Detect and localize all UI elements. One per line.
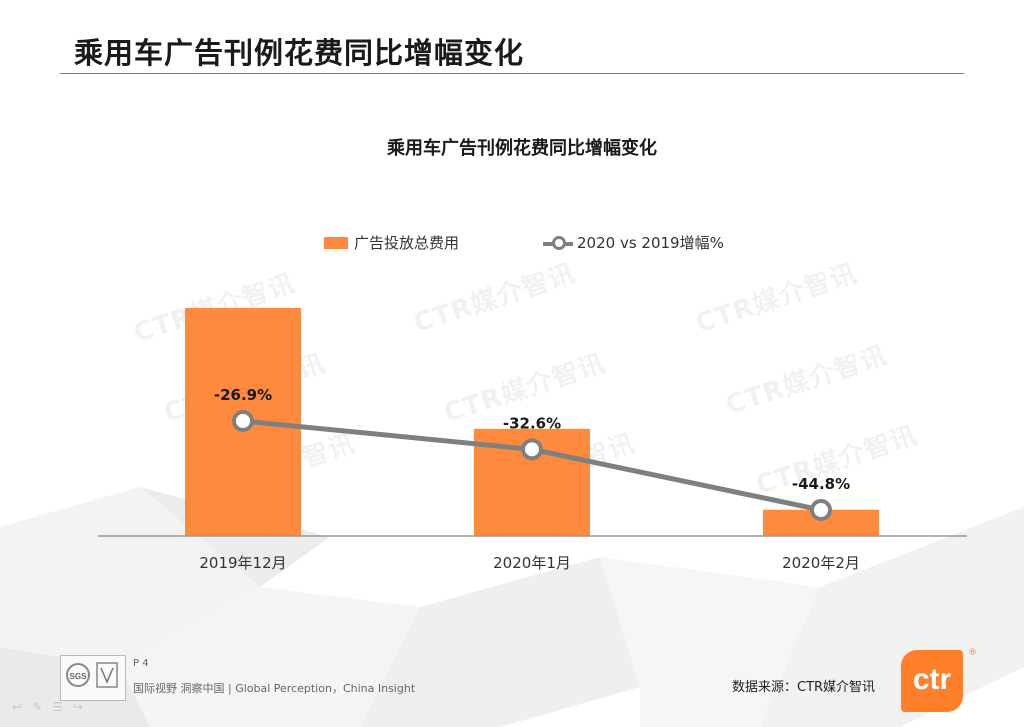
- legend-bar-swatch: [324, 236, 348, 249]
- title-divider: [60, 73, 964, 74]
- x-tick-label: 2020年1月: [493, 554, 571, 572]
- legend-line-swatch: [543, 235, 573, 250]
- menu-icon[interactable]: ☰: [52, 700, 73, 714]
- line-point: [521, 438, 543, 461]
- slide-title: 乘用车广告刊例花费同比增幅变化: [74, 36, 525, 70]
- background-polygons: [0, 487, 1024, 727]
- legend-item-bar: 广告投放总费用: [324, 232, 459, 253]
- certification-logo: SGS: [60, 655, 126, 701]
- legend-label-bar: 广告投放总费用: [354, 234, 460, 252]
- chart-legend: 广告投放总费用 2020 vs 2019增幅%: [0, 232, 1024, 252]
- slide-nav-controls[interactable]: ↩✎☰↪: [12, 700, 93, 714]
- x-tick-label: 2019年12月: [199, 554, 286, 572]
- line-point: [232, 410, 254, 432]
- data-label: -32.6%: [503, 414, 561, 432]
- footer-slogan: 国际视野 洞察中国 | Global Perception，China Insi…: [133, 682, 416, 695]
- pen-icon[interactable]: ✎: [32, 700, 53, 714]
- data-label: -26.9%: [214, 386, 272, 404]
- page-number: P 4: [133, 658, 149, 669]
- chart-title: 乘用车广告刊例花费同比增幅变化: [387, 138, 657, 159]
- next-slide-icon[interactable]: ↪: [72, 700, 93, 714]
- x-tick-label: 2020年2月: [782, 554, 860, 572]
- legend-label-line: 2020 vs 2019增幅%: [577, 234, 724, 252]
- line-point: [810, 499, 832, 521]
- prev-slide-icon[interactable]: ↩: [12, 700, 33, 714]
- legend-item-line: 2020 vs 2019增幅%: [543, 232, 724, 253]
- svg-text:SGS: SGS: [70, 672, 88, 681]
- registered-mark: ®: [968, 648, 977, 658]
- data-label: -44.8%: [792, 475, 850, 493]
- ctr-logo: ctr: [901, 650, 963, 712]
- data-source: 数据来源：CTR媒介智讯: [732, 680, 876, 695]
